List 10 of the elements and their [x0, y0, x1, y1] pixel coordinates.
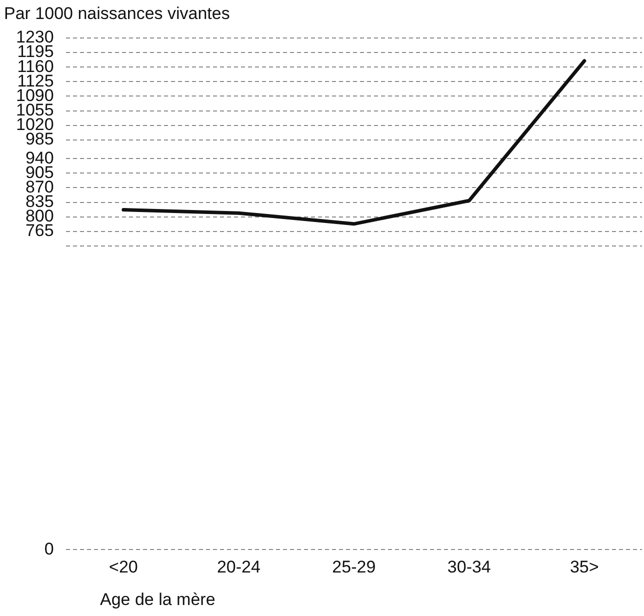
y-tick-label: 765 [25, 221, 54, 240]
x-tick-label: 30-34 [447, 557, 491, 576]
y-axis-title: Par 1000 naissances vivantes [4, 4, 230, 24]
x-tick-label: <20 [109, 557, 138, 576]
x-tick-label: 20-24 [216, 557, 260, 576]
y-tick-label: 0 [44, 539, 54, 558]
x-axis-title: Age de la mère [100, 590, 216, 610]
y-tick-label: 985 [25, 130, 54, 149]
x-tick-label: 35> [570, 557, 599, 576]
x-tick-label: 25-29 [332, 557, 376, 576]
